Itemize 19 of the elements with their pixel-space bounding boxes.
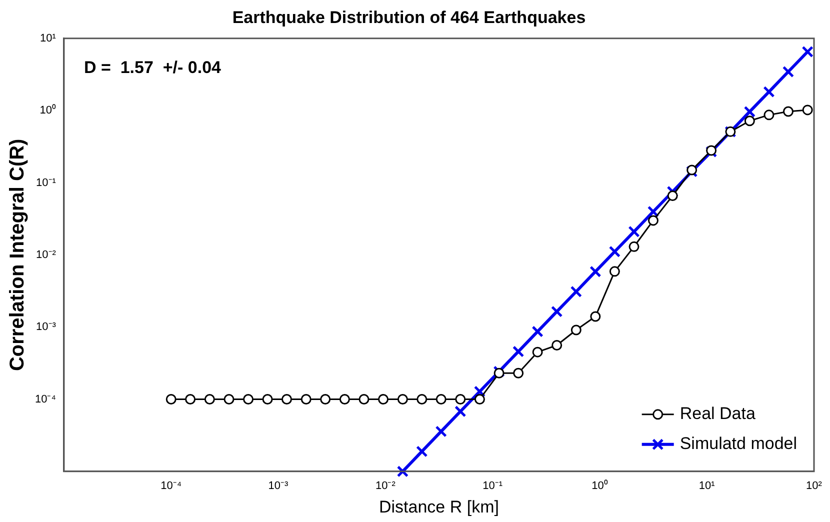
legend-label: Simulatd model [680, 434, 798, 454]
x-axis-title: Distance R [km] [378, 497, 499, 516]
y-tick-label: 10¹ [40, 32, 56, 44]
y-tick-label: 10⁻⁴ [34, 393, 56, 406]
y-tick-label: 10⁰ [40, 104, 56, 117]
x-tick-label: 10⁻³ [268, 480, 289, 492]
x-tick-label: 10⁻² [375, 480, 396, 492]
y-tick-label: 10⁻² [36, 248, 56, 261]
chart-title: Earthquake Distribution of 464 Earthquakes [232, 8, 586, 27]
annotation: D = 1.57 +/- 0.04 [84, 58, 222, 78]
x-tick-label: 10⁻⁴ [160, 480, 182, 492]
x-tick-label: 10¹ [698, 480, 716, 492]
y-tick-label: 10⁻¹ [36, 176, 56, 189]
x-tick-label: 10² [806, 480, 822, 492]
legend-label: Real Data [680, 404, 756, 424]
y-axis-title: Correlation Integral C(R) [6, 138, 29, 372]
y-tick-label: 10⁻³ [36, 321, 56, 334]
x-tick-label: 10⁻¹ [482, 480, 503, 492]
x-tick-label: 10⁰ [592, 479, 608, 492]
